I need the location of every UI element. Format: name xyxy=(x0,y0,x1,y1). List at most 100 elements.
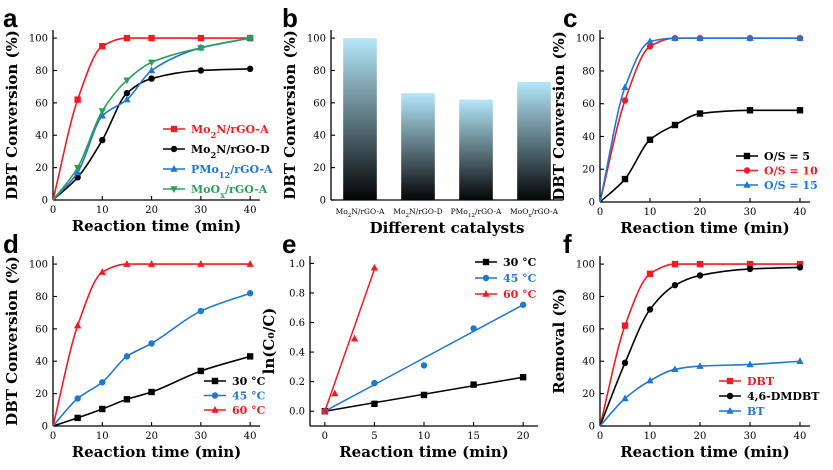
y-tick-label: 0 xyxy=(320,196,326,207)
x-axis-title: Reaction time (min) xyxy=(72,443,242,461)
square-marker xyxy=(696,260,704,268)
circle-marker xyxy=(211,392,219,399)
panel-letter: d xyxy=(3,229,19,259)
text-part: /rGO-A xyxy=(532,207,559,216)
text-part: MoO xyxy=(191,183,221,196)
text-part: N/rGO-A xyxy=(351,207,385,216)
text-part: /rGO-A xyxy=(225,183,268,196)
y-tick-label: 100 xyxy=(576,260,595,271)
square-marker xyxy=(621,322,629,329)
legend-label: 45 °C xyxy=(503,272,537,285)
y-axis-title: DBT Conversion (%) xyxy=(3,30,21,200)
x-tick-label: 0 xyxy=(50,205,56,216)
y-tick-label: 0 xyxy=(589,422,595,433)
y-tick-label: 60 xyxy=(313,98,326,109)
x-tick-label: 40 xyxy=(244,205,257,216)
legend-label: 30 °C xyxy=(232,375,266,388)
text-part: /rGO-A xyxy=(475,207,502,216)
square-marker xyxy=(148,34,155,42)
triangle-up-marker xyxy=(646,376,654,384)
y-tick-label: 60 xyxy=(35,98,48,109)
x-tick-label: 20 xyxy=(694,431,707,442)
circle-marker xyxy=(696,272,704,279)
square-marker xyxy=(246,353,254,360)
category-label: Mo2N/rGO-A xyxy=(336,207,385,219)
circle-marker xyxy=(621,359,629,367)
text-part: /rGO-A xyxy=(230,163,273,176)
series-3 xyxy=(321,263,379,414)
square-marker xyxy=(74,414,81,422)
category-label: MoOx/rGO-A xyxy=(510,207,559,219)
y-tick-label: 60 xyxy=(582,99,595,110)
fit-line xyxy=(324,269,376,412)
triangle-up-marker xyxy=(796,357,804,364)
bar xyxy=(401,93,435,200)
triangle-down-marker xyxy=(73,164,82,172)
circle-marker xyxy=(246,290,254,297)
x-tick-label: 5 xyxy=(371,431,377,442)
series-1 xyxy=(321,374,527,415)
x-tick-label: 10 xyxy=(96,431,109,442)
y-tick-label: 100 xyxy=(29,34,48,45)
triangle-down-marker xyxy=(197,45,205,52)
y-tick-label: 20 xyxy=(582,165,595,176)
triangle-up-marker xyxy=(621,83,629,91)
circle-marker xyxy=(796,264,804,271)
x-axis-title: Reaction time (min) xyxy=(72,217,242,235)
y-tick-label: 80 xyxy=(582,66,595,77)
triangle-down-marker xyxy=(246,35,254,43)
legend-label: O/S = 5 xyxy=(764,150,810,163)
y-tick-label: 20 xyxy=(35,163,48,174)
panel-f: f 0 20 40 60 80 100 0 10 20 30 40 Reaction time (min… xyxy=(550,229,820,461)
circle-marker xyxy=(170,145,178,153)
triangle-up-marker xyxy=(671,365,679,373)
triangle-up-marker xyxy=(98,111,106,119)
square-marker xyxy=(746,260,754,268)
circle-marker xyxy=(148,75,155,82)
fit-line xyxy=(324,304,524,412)
triangle-up-marker xyxy=(746,34,754,41)
legend-label: O/S = 15 xyxy=(764,179,818,192)
triangle-up-marker xyxy=(246,260,254,267)
y-tick-label: 20 xyxy=(313,163,326,174)
y-tick-label: 100 xyxy=(307,34,326,45)
triangle-up-marker xyxy=(796,34,804,41)
subscript: x xyxy=(220,190,225,200)
legend-label: DBT xyxy=(747,375,775,388)
y-tick-label: 80 xyxy=(35,292,48,303)
circle-marker xyxy=(74,395,81,402)
triangle-up-marker xyxy=(350,334,359,342)
triangle-down-marker xyxy=(123,77,131,85)
square-marker xyxy=(470,381,477,388)
x-tick-label: 0 xyxy=(597,431,603,442)
subscript: 12 xyxy=(468,213,476,219)
y-tick-label: 40 xyxy=(35,131,48,142)
legend-label: Mo2N/rGO-D xyxy=(191,143,270,160)
circle-marker xyxy=(99,136,106,144)
y-axis-title: DBT Conversion (%) xyxy=(281,30,299,200)
triangle-up-marker xyxy=(646,37,654,45)
triangle-down-marker xyxy=(98,108,106,115)
square-marker xyxy=(646,136,654,143)
triangle-up-marker xyxy=(482,290,490,297)
series-1 xyxy=(599,107,804,203)
triangle-up-marker xyxy=(98,268,106,275)
legend-label: Mo2N/rGO-A xyxy=(191,123,269,140)
triangle-up-marker xyxy=(746,360,754,368)
y-tick-label: 0 xyxy=(589,198,595,209)
legend: Mo2N/rGO-AMo2N/rGO-DPMo12/rGO-AMoOx/rGO-… xyxy=(163,123,273,200)
series-4 xyxy=(52,35,254,201)
x-tick-label: 40 xyxy=(244,431,257,442)
y-tick-label: 80 xyxy=(582,292,595,303)
square-marker xyxy=(170,125,178,133)
panel-letter: f xyxy=(563,229,572,259)
circle-marker xyxy=(148,340,155,347)
bar xyxy=(343,38,377,200)
series-3 xyxy=(599,34,804,203)
square-marker xyxy=(197,367,205,375)
square-marker xyxy=(197,34,205,42)
legend-label: 30 °C xyxy=(503,256,537,269)
